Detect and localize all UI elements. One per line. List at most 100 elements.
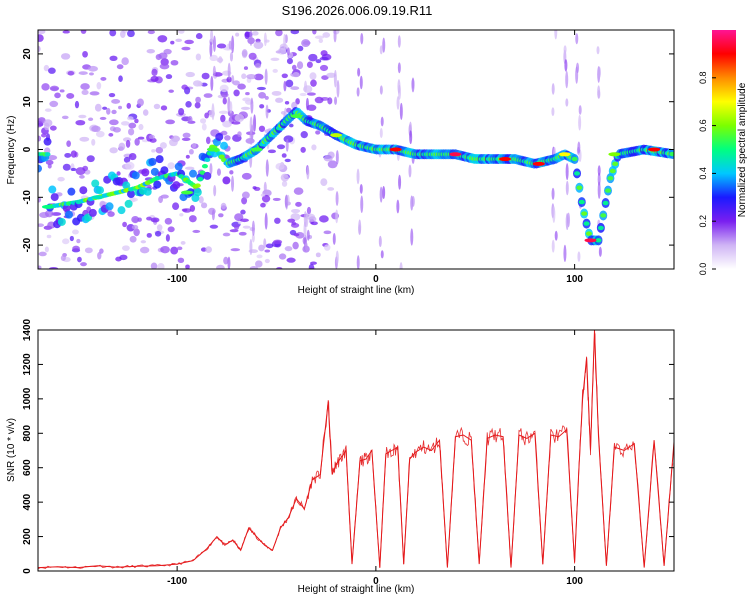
noise-blob [154, 230, 162, 237]
noise-blob [287, 218, 296, 223]
noise-blob [272, 68, 278, 73]
noise-blob [142, 109, 149, 116]
noise-blob [131, 224, 139, 230]
noise-blob [67, 71, 75, 76]
noise-blob [185, 71, 195, 78]
ridge-halo [124, 199, 133, 208]
y-tick-label: 1200 [22, 353, 33, 376]
streak-blob [563, 45, 567, 54]
streak-blob [227, 62, 231, 80]
noise-blob [320, 178, 328, 187]
noise-blob [309, 72, 317, 80]
streak-blob [249, 30, 253, 46]
noise-blob [100, 76, 107, 81]
noise-blob [181, 137, 191, 141]
snr-x-ticks: -100 0 100 [167, 330, 583, 587]
noise-blob [116, 64, 124, 70]
noise-blob [198, 196, 204, 204]
noise-blob [290, 222, 300, 228]
noise-blob [306, 61, 313, 68]
noise-blob [146, 232, 152, 238]
noise-blob [209, 224, 219, 229]
snr-y-axis-label: SNR (10 * v/v) [6, 418, 17, 482]
chart-title: S196.2026.006.09.19.R11 [282, 3, 433, 18]
streak-blob [565, 98, 569, 107]
ridge-halo [88, 208, 97, 217]
streak-blob [379, 128, 383, 139]
ridge-core [576, 185, 583, 190]
noise-blob [153, 103, 161, 110]
noise-blob [182, 132, 191, 138]
hot-spot [181, 190, 194, 195]
y-tick-label: 20 [22, 48, 33, 60]
noise-blob [81, 89, 89, 96]
noise-blob [260, 202, 266, 208]
noise-blob [160, 245, 170, 254]
noise-blob [306, 92, 316, 96]
noise-blob [235, 32, 240, 37]
ridge-halo [155, 155, 164, 164]
noise-blob [240, 209, 246, 215]
noise-blob [255, 260, 263, 268]
noise-blob [75, 167, 86, 176]
noise-blob [253, 73, 264, 81]
noise-blob [320, 50, 328, 57]
noise-blob [89, 91, 100, 96]
ridge-core [595, 238, 602, 243]
colorbar-ticks: 0.0 0.2 0.4 0.6 0.8 [698, 72, 716, 275]
noise-blob [62, 163, 71, 171]
noise-blob [205, 136, 211, 145]
ridge-core [197, 176, 204, 182]
y-tick-label: 200 [22, 528, 33, 545]
streak-blob [251, 220, 255, 236]
streak-blob [283, 80, 287, 92]
noise-blob [99, 116, 107, 120]
noise-blob [126, 116, 134, 121]
noise-blob [231, 121, 241, 125]
streak-blob [409, 130, 413, 145]
noise-blob [43, 64, 50, 72]
noise-blob [47, 163, 52, 169]
ridge-halo [127, 190, 136, 199]
streak-blob [408, 164, 412, 178]
noise-blob [165, 234, 170, 242]
streak-blob [227, 256, 231, 269]
noise-blob [146, 48, 155, 54]
ridge-halo [141, 168, 150, 177]
noise-blob [128, 128, 135, 136]
noise-blob [148, 134, 155, 140]
ridge-halo [189, 169, 198, 178]
noise-blob [80, 262, 87, 267]
streak-blob [356, 168, 360, 185]
snr-series-line [38, 330, 674, 569]
streak-blob [360, 195, 364, 214]
noise-blob [230, 248, 241, 252]
x-tick-label: 100 [566, 274, 583, 285]
noise-blob [296, 61, 304, 70]
streak-blob [597, 181, 601, 199]
noise-blob [38, 251, 47, 257]
noise-blob [125, 139, 131, 148]
noise-blob [318, 38, 324, 43]
hot-spot [389, 147, 402, 152]
noise-blob [240, 218, 249, 223]
noise-blob [106, 107, 111, 115]
hot-spot [330, 133, 343, 138]
streak-blob [231, 35, 235, 54]
streak-blob [397, 62, 401, 74]
noise-blob [276, 266, 283, 269]
ridge-core [585, 231, 592, 236]
ridge-core [600, 213, 607, 218]
noise-blob [61, 115, 69, 120]
noise-blob [121, 57, 129, 66]
noise-blob [315, 59, 322, 64]
streak-blob [554, 30, 558, 40]
streak-blob [231, 74, 235, 84]
noise-blob [254, 63, 262, 69]
noise-blob [195, 53, 202, 61]
streak-blob [554, 230, 558, 241]
spectrogram-x-axis-label: Height of straight line (km) [298, 285, 415, 296]
noise-blob [322, 32, 331, 38]
ridge-core [44, 152, 51, 157]
